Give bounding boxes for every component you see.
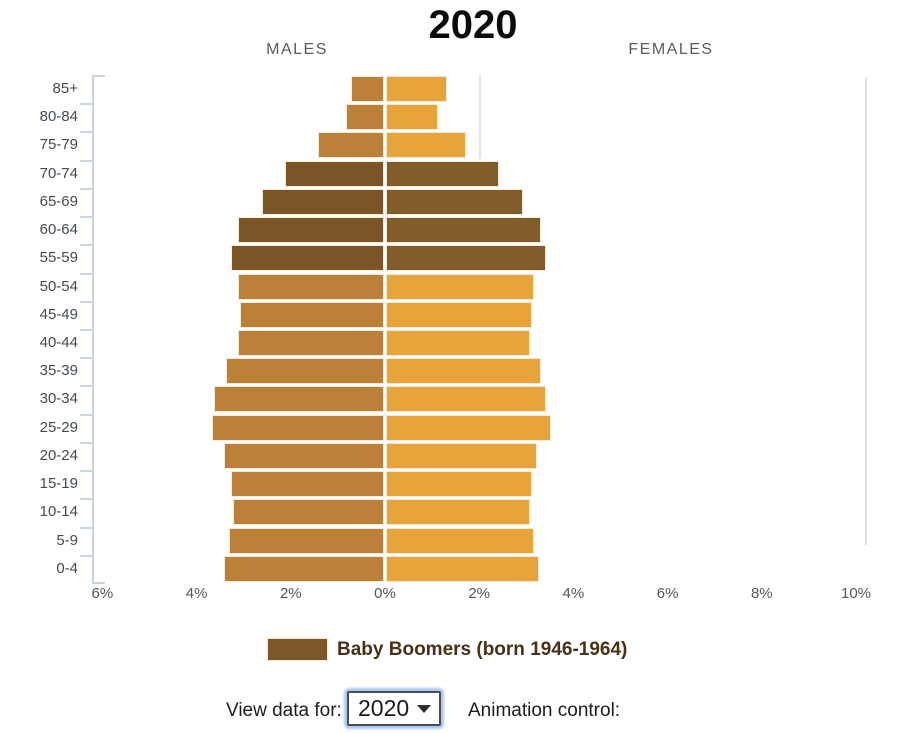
male-bar [261,188,384,215]
y-axis-tick [80,244,93,247]
y-axis-tick [80,357,93,360]
female-bar [386,471,532,498]
male-bar [351,76,384,102]
year-select[interactable]: 2020 [347,691,441,726]
age-label: 80-84 [39,108,78,126]
male-bar [237,217,384,244]
female-bar [386,358,542,385]
x-axis-tick-label: 4% [562,585,585,602]
age-label: 15-19 [39,475,78,493]
age-label: 55-59 [39,249,78,267]
female-bar [386,527,535,554]
y-axis-tick [80,385,93,388]
age-label: 85+ [52,80,78,97]
female-bar [386,499,530,526]
male-bar [285,160,384,187]
y-axis-line [92,75,94,584]
female-bar [386,76,448,102]
y-axis-bottom-corner [93,582,105,584]
male-bar [223,442,384,469]
male-bar [240,301,384,328]
female-bar [386,301,532,328]
age-label: 20-24 [39,446,78,464]
x-axis-tick-label: 4% [185,585,208,602]
age-label: 25-29 [39,418,78,436]
year-select-value: 2020 [358,695,410,721]
male-bar [233,499,384,526]
gridline-2pct [479,75,481,159]
y-axis-tick [80,328,93,331]
y-axis-tick [80,272,93,275]
y-axis-tick [80,131,93,134]
age-label: 65-69 [39,192,78,210]
y-axis-tick [80,441,93,444]
females-label: FEMALES [628,41,714,58]
male-bar [318,132,384,159]
female-bar [386,132,467,159]
y-axis-tick [80,470,93,473]
age-label: 5-9 [56,531,78,549]
male-bar [226,358,384,385]
age-label: 30-34 [39,390,78,408]
female-bar [386,386,547,413]
female-bar [386,104,438,131]
age-label: 0-4 [56,559,78,577]
female-bar [386,245,547,272]
male-bar [346,104,384,131]
male-bar [212,414,384,441]
y-axis-tick [80,413,93,416]
male-bar [228,527,384,554]
y-axis-top-corner [93,75,105,77]
y-axis-tick [80,187,93,190]
age-label: 35-39 [39,362,78,380]
chart-title: 2020 [428,3,518,47]
x-axis-tick-label: 10% [840,585,872,602]
male-bar [237,329,384,356]
female-bar [386,188,523,215]
y-axis-tick [80,554,93,557]
view-data-label: View data for: [226,700,342,721]
males-label: MALES [266,41,328,58]
age-label: 75-79 [39,136,78,154]
age-label: 45-49 [39,305,78,323]
y-axis-tick [80,498,93,501]
male-bar [230,245,384,272]
x-axis-tick-label: 0% [374,585,396,602]
age-label: 60-64 [39,221,78,239]
chevron-down-icon [417,704,431,713]
x-axis-tick-label: 8% [750,585,773,602]
chart-right-border [865,78,867,545]
animation-control-label: Animation control: [468,700,621,721]
male-bar [237,273,384,300]
y-axis-tick [80,103,93,106]
y-axis-tick [80,300,93,303]
y-axis-tick [80,526,93,529]
female-bar [386,329,530,356]
legend-swatch [267,638,328,661]
x-axis-tick-label: 6% [656,585,679,602]
age-label: 40-44 [39,333,78,351]
female-bar [386,442,537,469]
female-bar [386,555,540,582]
female-bar [386,414,551,441]
y-axis-tick [80,159,93,162]
age-label: 10-14 [39,503,78,521]
x-axis-tick-label: 2% [279,585,302,602]
female-bar [386,273,535,300]
age-label: 70-74 [39,164,78,182]
x-axis-tick-label: 2% [468,585,491,602]
y-axis-tick [80,216,93,219]
female-bar [386,217,542,244]
age-label: 50-54 [39,277,78,295]
female-bar [386,160,500,187]
legend-label: Baby Boomers (born 1946-1964) [337,639,628,660]
male-bar [223,555,384,582]
male-bar [214,386,384,413]
male-bar [230,471,384,498]
x-axis-tick-label: 6% [91,585,114,602]
